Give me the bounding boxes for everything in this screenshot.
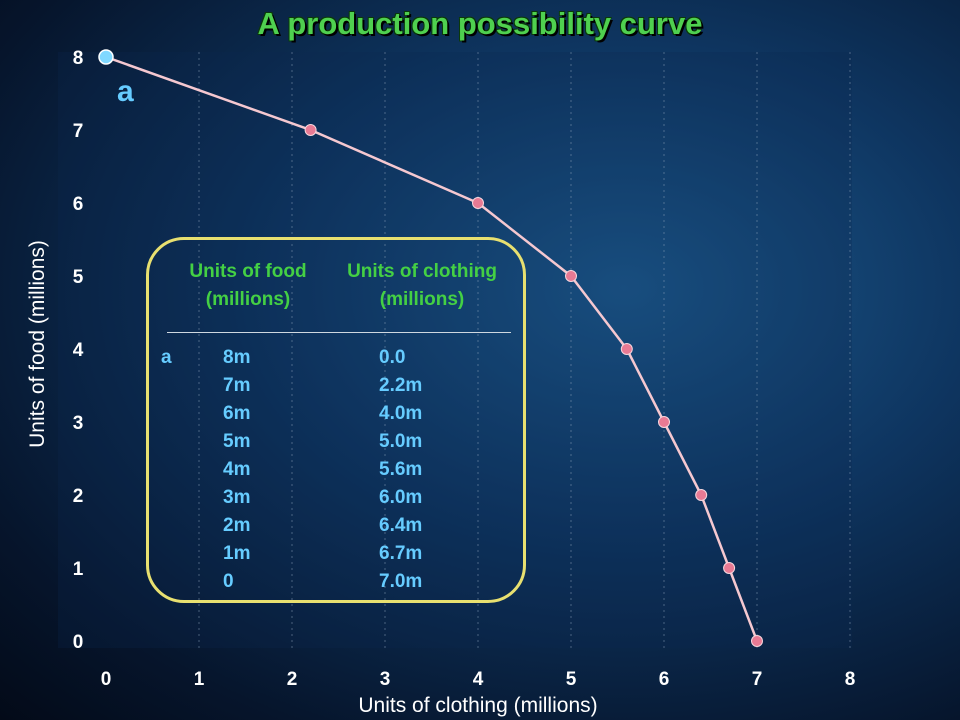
table-food-cell: 4m — [223, 459, 251, 480]
table-clothing-cell: 0.0 — [379, 347, 406, 368]
x-tick-label: 2 — [287, 669, 298, 690]
data-point — [658, 416, 670, 428]
table-clothing-cell: 5.0m — [379, 431, 423, 452]
table-header-food-line2: (millions) — [205, 289, 291, 310]
table-clothing-cell: 5.6m — [379, 459, 423, 480]
table-food-cell: 8m — [223, 347, 251, 368]
x-tick-label: 0 — [101, 669, 112, 690]
table-header-clothing-line1: Units of clothing — [347, 261, 497, 282]
y-tick-label: 6 — [73, 194, 84, 215]
y-axis-title: Units of food (millions) — [26, 240, 49, 448]
table-clothing-cell: 6.4m — [379, 515, 423, 536]
y-tick-label: 5 — [73, 267, 84, 288]
table-header-food-line1: Units of food — [189, 261, 307, 282]
table-food-cell: 2m — [223, 515, 251, 536]
table-clothing-cell: 6.0m — [379, 487, 423, 508]
table-clothing-cell: 6.7m — [379, 543, 423, 564]
x-tick-label: 1 — [194, 669, 205, 690]
data-point — [304, 124, 317, 136]
y-tick-label: 3 — [73, 413, 84, 434]
y-tick-label: 7 — [73, 121, 84, 142]
table-food-cell: 5m — [223, 431, 251, 452]
table-header-food: Units of food (millions) — [153, 258, 343, 314]
data-point — [98, 49, 114, 65]
row-label-a: a — [161, 347, 172, 368]
y-tick-label: 8 — [73, 48, 84, 69]
y-tick-label: 2 — [73, 486, 84, 507]
table-food-cell: 3m — [223, 487, 251, 508]
table-food-cell: 1m — [223, 543, 251, 564]
data-point — [565, 270, 577, 282]
x-tick-label: 3 — [380, 669, 391, 690]
table-food-cell: 6m — [223, 403, 251, 424]
x-tick-label: 8 — [845, 669, 856, 690]
table-clothing-column: 0.0 2.2m 4.0m 5.0m 5.6m 6.0m 6.4m 6.7m 7.0m — [379, 344, 422, 596]
table-food-cell: 7m — [223, 375, 251, 396]
x-axis-title: Units of clothing (millions) — [358, 694, 597, 717]
x-tick-label: 5 — [566, 669, 577, 690]
plot-area — [58, 52, 852, 648]
table-clothing-cell: 4.0m — [379, 403, 423, 424]
table-clothing-cell: 2.2m — [379, 375, 423, 396]
x-tick-label: 7 — [752, 669, 763, 690]
table-divider — [167, 332, 511, 333]
table-row-label: a — [161, 344, 172, 372]
table-food-cell: 0 — [223, 571, 234, 592]
table-header-clothing: Units of clothing (millions) — [327, 258, 517, 314]
x-tick-label: 6 — [659, 669, 670, 690]
x-tick-label: 4 — [473, 669, 484, 690]
table-clothing-cell: 7.0m — [379, 571, 423, 592]
chart-title: A production possibility curve — [257, 6, 703, 41]
data-point — [751, 635, 763, 647]
table-food-column: 8m 7m 6m 5m 4m 3m 2m 1m 0 — [223, 344, 250, 596]
y-tick-label: 1 — [73, 559, 84, 580]
y-tick-label: 4 — [73, 340, 84, 361]
data-table-box: Units of food (millions) Units of clothi… — [146, 237, 526, 603]
data-point — [695, 489, 708, 501]
y-tick-label: 0 — [73, 632, 84, 653]
point-label-a: a — [117, 75, 134, 108]
table-header-clothing-line2: (millions) — [379, 289, 465, 310]
data-point — [472, 197, 484, 209]
data-point — [723, 562, 736, 574]
data-point — [620, 343, 633, 355]
